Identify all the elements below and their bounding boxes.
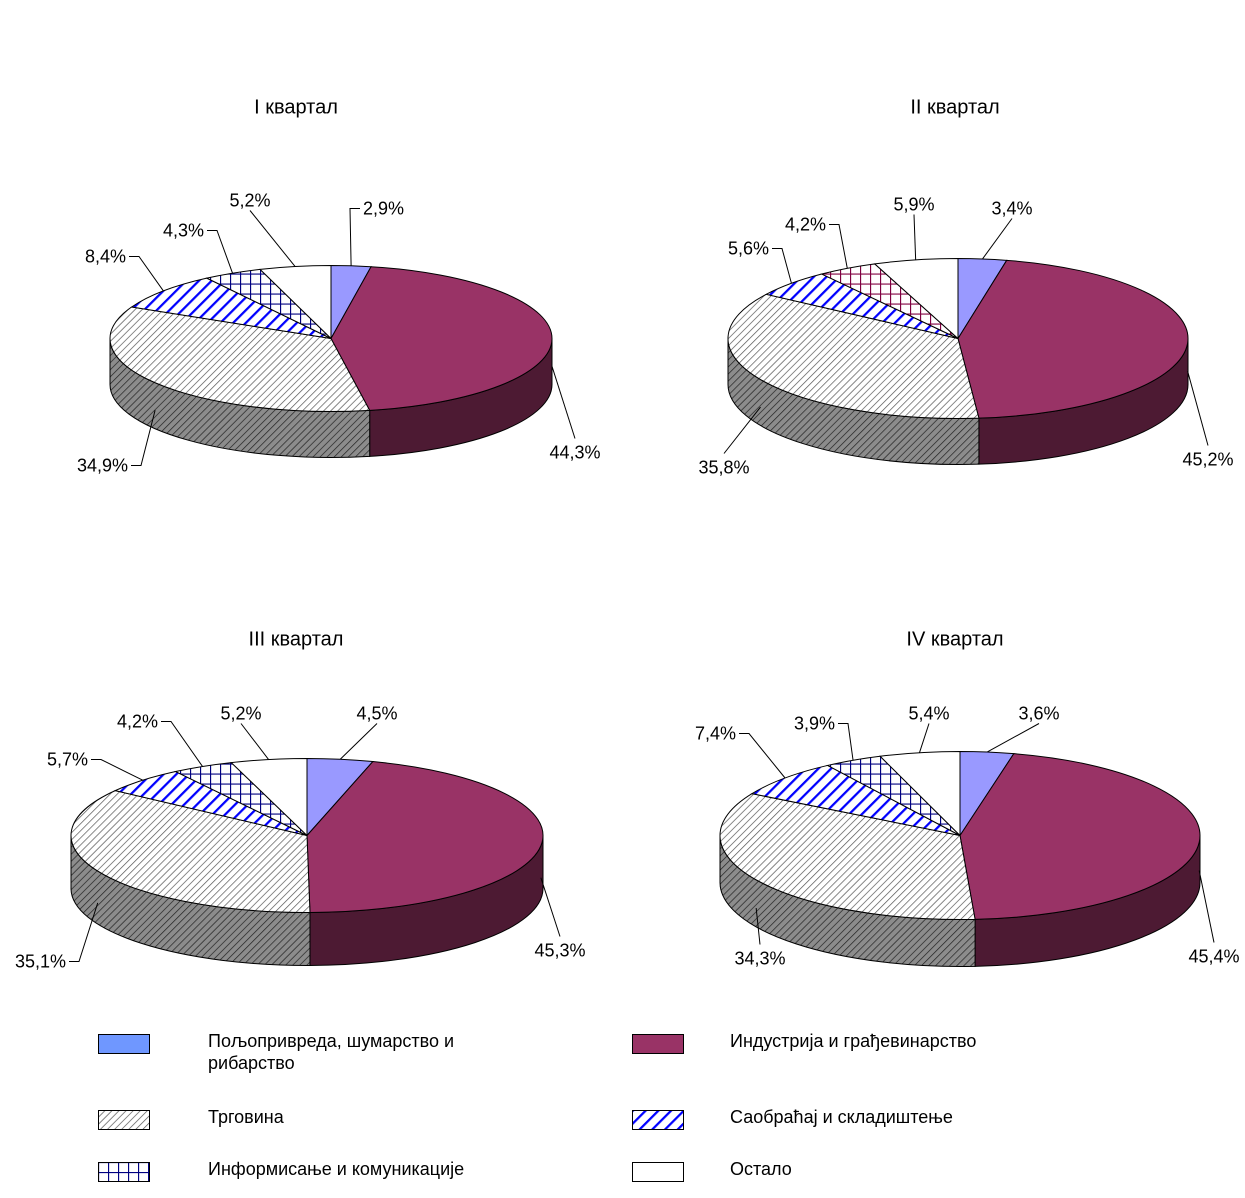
leader-line-industry: [551, 366, 576, 439]
data-label-info: 3,9%: [794, 714, 835, 734]
pie-slice-other: [879, 750, 961, 837]
legend-label-transport: Саобраћај и складиштење: [730, 1107, 953, 1127]
pie-slice-industry: [330, 266, 553, 411]
leader-line-info: [207, 230, 233, 274]
leader-line-info: [829, 224, 848, 269]
data-label-industry: 45,3%: [534, 941, 585, 961]
data-label-transport: 7,4%: [695, 724, 736, 744]
leader-line-other: [919, 723, 930, 753]
leader-line-agri: [349, 208, 360, 266]
leader-line-industry: [1187, 370, 1209, 446]
legend-swatch-info: [98, 1162, 150, 1182]
data-label-agri: 3,4%: [991, 199, 1032, 219]
data-label-trade: 34,3%: [734, 949, 785, 969]
leader-line-trade: [69, 902, 99, 962]
legend-swatch-industry: [632, 1034, 684, 1054]
data-label-info: 4,2%: [117, 712, 158, 732]
data-label-other: 5,9%: [893, 195, 934, 215]
pie-slice-industry: [306, 761, 544, 913]
pie-slice-transport: [750, 764, 961, 836]
legend-swatch-trade: [98, 1110, 150, 1130]
leader-line-other: [240, 723, 270, 760]
data-label-agri: 4,5%: [356, 704, 397, 724]
legend-swatch-agri: [98, 1034, 150, 1054]
leader-line-industry: [540, 877, 561, 937]
legend-swatch-other: [632, 1162, 684, 1182]
leader-line-transport: [772, 248, 792, 284]
leader-line-transport: [91, 759, 143, 781]
leader-line-transport: [129, 256, 164, 292]
data-label-industry: 45,2%: [1182, 450, 1233, 470]
pie-slice-industry: [957, 259, 1189, 419]
data-label-other: 5,4%: [908, 704, 949, 724]
data-label-transport: 5,6%: [728, 239, 769, 259]
legend-item-agri: Пољопривреда, шумарство и рибарство: [98, 1030, 598, 1073]
pie-slice-other: [873, 257, 959, 340]
pie-slice-trade: [109, 306, 371, 412]
leader-line-industry: [1198, 870, 1215, 943]
pie-chart-q1: I квартал 2,9% 44,3% 34,9% 8,4% 4,3% 5,2%: [77, 97, 601, 476]
legend-item-transport: Саобраћај и складиштење: [632, 1106, 1192, 1146]
pie-slice-industry: [959, 753, 1201, 920]
data-label-trade: 35,1%: [15, 952, 66, 972]
pie-slice-other: [230, 757, 308, 837]
data-label-other: 5,2%: [229, 191, 270, 211]
data-label-info: 4,2%: [785, 215, 826, 235]
legend-label-trade: Трговина: [208, 1107, 284, 1127]
chart-title: I квартал: [254, 97, 338, 119]
pie-chart-q2: II квартал 3,4% 45,2% 35,8% 5,6% 4,2% 5,9%: [698, 97, 1233, 478]
data-label-industry: 45,4%: [1188, 947, 1239, 967]
pie-slice-trade: [70, 790, 311, 913]
data-label-agri: 3,6%: [1018, 704, 1059, 724]
leader-line-agri: [339, 723, 378, 760]
leader-line-info: [161, 721, 203, 767]
leader-line-agri: [982, 218, 1013, 260]
legend-label-other: Остало: [730, 1159, 792, 1179]
data-label-transport: 8,4%: [85, 247, 126, 267]
legend-label-agri: Пољопривреда, шумарство и рибарство: [208, 1031, 455, 1073]
leader-line-transport: [739, 733, 786, 779]
legend: Пољопривреда, шумарство и рибарство Инду…: [0, 1020, 1245, 1187]
data-label-info: 4,3%: [163, 221, 204, 241]
pie-chart-q4: IV квартал 3,6% 45,4% 34,3% 7,4% 3,9% 5,4%: [695, 629, 1240, 969]
leader-line-trade: [131, 410, 156, 466]
legend-item-industry: Индустрија и грађевинарство: [632, 1030, 1192, 1070]
legend-label-industry: Индустрија и грађевинарство: [730, 1031, 977, 1051]
leader-line-info: [838, 723, 854, 761]
leader-line-trade: [755, 907, 761, 945]
leader-line-agri: [986, 723, 1040, 753]
data-label-agri: 2,9%: [363, 199, 404, 219]
pie-slice-trade: [719, 793, 976, 920]
legend-item-other: Остало: [632, 1158, 1192, 1198]
chart-title: II квартал: [910, 97, 999, 119]
legend-label-info: Информисање и комуникације: [208, 1159, 465, 1179]
legend-item-info: Информисање и комуникације: [98, 1158, 598, 1198]
data-label-other: 5,2%: [220, 704, 261, 724]
legend-swatch-transport: [632, 1110, 684, 1130]
data-label-industry: 44,3%: [549, 443, 600, 463]
leader-line-other: [913, 214, 917, 260]
pie-chart-q3: III квартал 4,5% 45,3% 35,1% 5,7% 4,2% 5,2%: [15, 629, 586, 972]
data-label-trade: 34,9%: [77, 456, 128, 476]
data-label-trade: 35,8%: [698, 458, 749, 478]
chart-title: III квартал: [249, 629, 344, 651]
leader-line-other: [249, 210, 296, 267]
chart-title: IV квартал: [906, 629, 1003, 651]
data-label-transport: 5,7%: [47, 750, 88, 770]
legend-item-trade: Трговина: [98, 1106, 598, 1146]
pie-slice-trade: [727, 293, 980, 419]
leader-line-trade: [723, 406, 761, 454]
